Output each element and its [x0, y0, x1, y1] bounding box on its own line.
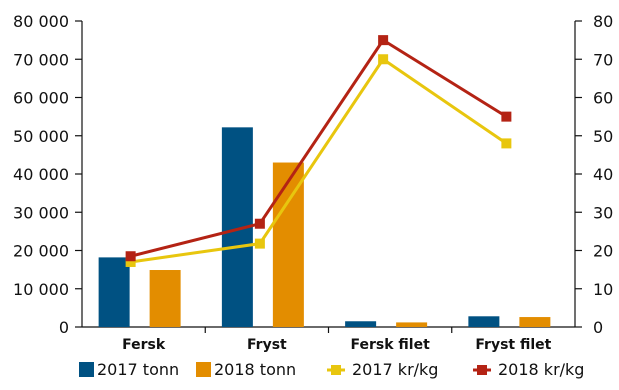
marker-2018-kr-kg: [254, 218, 265, 229]
legend-marker-2018-kr-kg: [477, 365, 487, 375]
left-axis-tick-label: 10 000: [13, 280, 69, 299]
left-axis-tick-label: 40 000: [13, 165, 69, 184]
left-axis-tick-label: 70 000: [13, 50, 69, 69]
marker-2017-kr-kg: [501, 138, 512, 149]
left-axis-tick-label: 60 000: [13, 89, 69, 108]
legend-swatch-2017-tonn: [79, 362, 94, 377]
right-axis-tick-label: 10: [593, 280, 613, 299]
legend: 2017 tonn 2018 tonn 2017 kr/kg 2018 kr/kg: [79, 360, 584, 379]
left-axis-tick-label: 80 000: [13, 12, 69, 31]
marker-2018-kr-kg: [378, 35, 389, 46]
line-2018-kr-kg: [130, 38, 508, 258]
axes-layer: 0 10 000 20 000 30 000 40 000 50 000 60 000 70 …: [13, 12, 613, 353]
marker-2018-kr-kg: [125, 251, 136, 262]
marker-2017-kr-kg: [254, 238, 265, 249]
legend-swatch-2018-tonn: [196, 362, 211, 377]
bar-2018-tonn: [272, 162, 304, 327]
right-axis-tick-label: 0: [593, 318, 603, 337]
right-axis-tick-label: 80: [593, 12, 613, 31]
bar-2018-tonn: [396, 322, 428, 327]
left-axis-tick-label: 30 000: [13, 203, 69, 222]
legend-label-2017-kr-kg: 2017 kr/kg: [352, 360, 438, 379]
category-label: Fryst filet: [475, 337, 551, 353]
bar-2018-tonn: [149, 270, 181, 327]
bars-layer: [98, 127, 551, 328]
right-axis-tick-label: 70: [593, 50, 613, 69]
left-axis-tick-label: 50 000: [13, 127, 69, 146]
right-axis-tick-label: 60: [593, 89, 613, 108]
marker-2018-kr-kg: [501, 111, 512, 122]
category-label: Fersk: [122, 337, 166, 353]
line-2017-kr-kg: [130, 57, 508, 264]
right-axis-tick-label: 20: [593, 242, 613, 261]
category-label: Fersk filet: [350, 337, 430, 353]
legend-label-2018-tonn: 2018 tonn: [214, 360, 296, 379]
left-axis-tick-label: 20 000: [13, 242, 69, 261]
category-label: Fryst: [247, 337, 287, 353]
right-axis-tick-label: 50: [593, 127, 613, 146]
bar-2017-tonn: [468, 316, 500, 327]
marker-2017-kr-kg: [125, 256, 136, 267]
right-axis-tick-label: 40: [593, 165, 613, 184]
bar-2017-tonn: [345, 321, 377, 327]
bar-2017-tonn: [98, 257, 130, 327]
lines-layer: [125, 35, 512, 267]
legend-label-2018-kr-kg: 2018 kr/kg: [498, 360, 584, 379]
marker-2017-kr-kg: [378, 54, 389, 65]
bar-2018-tonn: [519, 317, 551, 327]
left-axis-tick-label: 0: [59, 318, 69, 337]
right-axis-tick-label: 30: [593, 203, 613, 222]
legend-label-2017-tonn: 2017 tonn: [97, 360, 179, 379]
legend-marker-2017-kr-kg: [331, 365, 341, 375]
